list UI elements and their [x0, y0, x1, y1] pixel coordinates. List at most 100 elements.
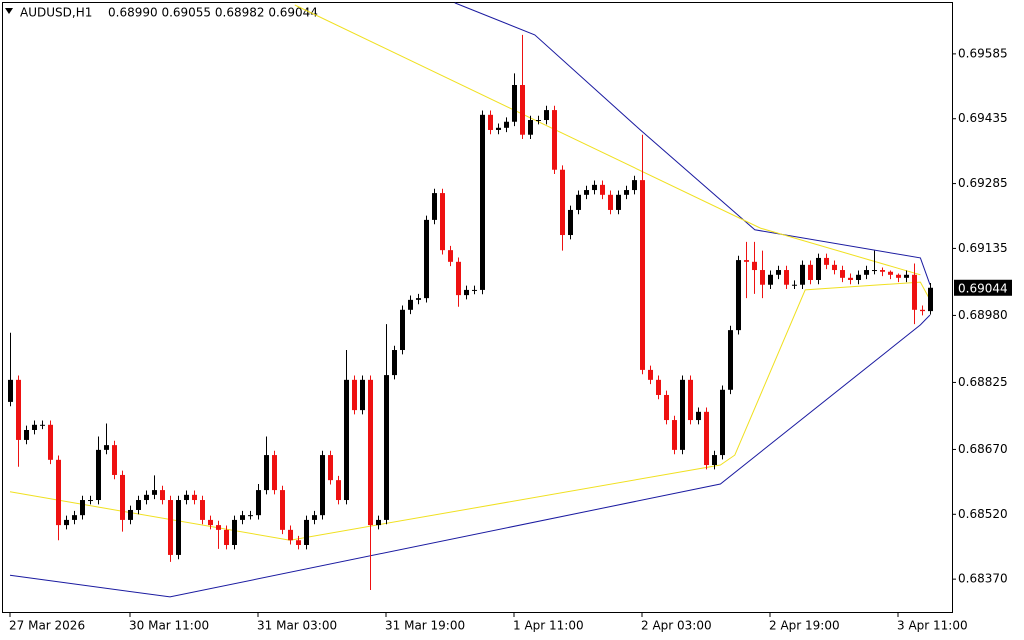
- candle-body: [128, 509, 133, 520]
- candle-body: [496, 127, 501, 130]
- candle-body: [296, 540, 301, 545]
- candle-body: [904, 274, 909, 278]
- candle-body: [232, 519, 237, 545]
- x-tick-label: 31 Mar 19:00: [385, 619, 465, 633]
- candle-body: [544, 110, 549, 121]
- candle-body: [488, 114, 493, 130]
- y-tick-label: 0.69285: [958, 176, 1008, 190]
- candle-body: [672, 420, 677, 450]
- y-tick-label: 0.69585: [958, 46, 1008, 60]
- candles: [8, 34, 933, 590]
- candle-body: [352, 379, 357, 411]
- candle-body: [8, 379, 13, 402]
- candle-body: [376, 519, 381, 526]
- candle-body: [416, 298, 421, 300]
- candle-body: [280, 490, 285, 530]
- candle-body: [48, 424, 53, 460]
- candle-body: [504, 121, 509, 128]
- candle-body: [696, 411, 701, 421]
- candle-body: [88, 500, 93, 502]
- candle-body: [400, 309, 405, 351]
- y-tick-label: 0.69435: [958, 111, 1008, 125]
- candle-body: [600, 184, 605, 195]
- candle-body: [832, 264, 837, 271]
- candle-body: [856, 274, 861, 280]
- candle-body: [664, 394, 669, 421]
- candle-body: [64, 519, 69, 526]
- plot-frame: [2, 2, 953, 613]
- candle-body: [680, 379, 685, 450]
- x-tick-label: 2 Apr 19:00: [769, 619, 840, 633]
- candle-body: [136, 500, 141, 510]
- candle-body: [656, 379, 661, 395]
- candle-body: [512, 85, 517, 122]
- candle-body: [528, 120, 533, 135]
- y-tick-label: 0.68825: [958, 375, 1008, 389]
- candle-body: [328, 455, 333, 481]
- candle-body: [688, 379, 693, 421]
- candle-body: [480, 114, 485, 290]
- menu-triangle: [5, 8, 13, 14]
- candle-body: [720, 389, 725, 456]
- candle-body: [408, 299, 413, 310]
- candle-body: [840, 270, 845, 278]
- x-tick-label: 27 Mar 2026: [9, 619, 85, 633]
- candle-body: [632, 180, 637, 191]
- candle-body: [120, 474, 125, 520]
- candle-body: [920, 309, 925, 312]
- candle-body: [24, 429, 29, 440]
- y-tick-label: 0.69135: [958, 241, 1008, 255]
- candle-body: [824, 257, 829, 265]
- candle-body: [744, 260, 749, 262]
- candle-body: [32, 424, 37, 430]
- y-tick-label: 0.68520: [958, 507, 1008, 521]
- candle-body: [304, 519, 309, 545]
- current-price-label: 0.69044: [958, 281, 1008, 295]
- candle-body: [344, 379, 349, 501]
- indicator-line: [454, 2, 931, 285]
- candle-body: [800, 264, 805, 285]
- candle-body: [888, 271, 893, 275]
- candle-body: [536, 120, 541, 122]
- candle-body: [784, 270, 789, 285]
- indicator-line: [294, 4, 921, 276]
- x-tick-label: 30 Mar 11:00: [129, 619, 209, 633]
- candle-body: [912, 274, 917, 310]
- candle-body: [872, 270, 877, 272]
- candle-body: [864, 270, 869, 275]
- candle-body: [520, 85, 525, 135]
- candle-body: [160, 490, 165, 501]
- candle-body: [768, 274, 773, 285]
- candle-body: [752, 261, 757, 271]
- candle-body: [424, 219, 429, 299]
- candle-body: [728, 330, 733, 390]
- x-tick-label: 1 Apr 11:00: [513, 619, 584, 633]
- candle-body: [216, 525, 221, 530]
- candle-body: [472, 289, 477, 291]
- candle-body: [456, 261, 461, 296]
- candle-body: [112, 445, 117, 475]
- ohlc-info: 0.68990 0.69055 0.68982 0.69044: [108, 6, 318, 20]
- candle-body: [192, 494, 197, 501]
- candle-body: [168, 500, 173, 555]
- candle-body: [240, 515, 245, 520]
- candle-body: [152, 490, 157, 495]
- x-tick-label: 3 Apr 11:00: [897, 619, 968, 633]
- candle-body: [576, 194, 581, 210]
- candle-body: [96, 449, 101, 501]
- current-price-box: [954, 279, 1012, 296]
- candle-body: [312, 515, 317, 520]
- x-tick-label: 2 Apr 03:00: [641, 619, 712, 633]
- candle-body: [624, 190, 629, 195]
- candle-body: [648, 369, 653, 380]
- candle-body: [464, 289, 469, 296]
- candle-body: [704, 411, 709, 466]
- candle-body: [320, 455, 325, 516]
- candle-body: [816, 257, 821, 280]
- candle-body: [248, 515, 253, 517]
- candle-body: [640, 180, 645, 370]
- y-tick-label: 0.68980: [958, 308, 1008, 322]
- candle-body: [80, 500, 85, 516]
- candle-body: [608, 194, 613, 210]
- candle-body: [776, 270, 781, 275]
